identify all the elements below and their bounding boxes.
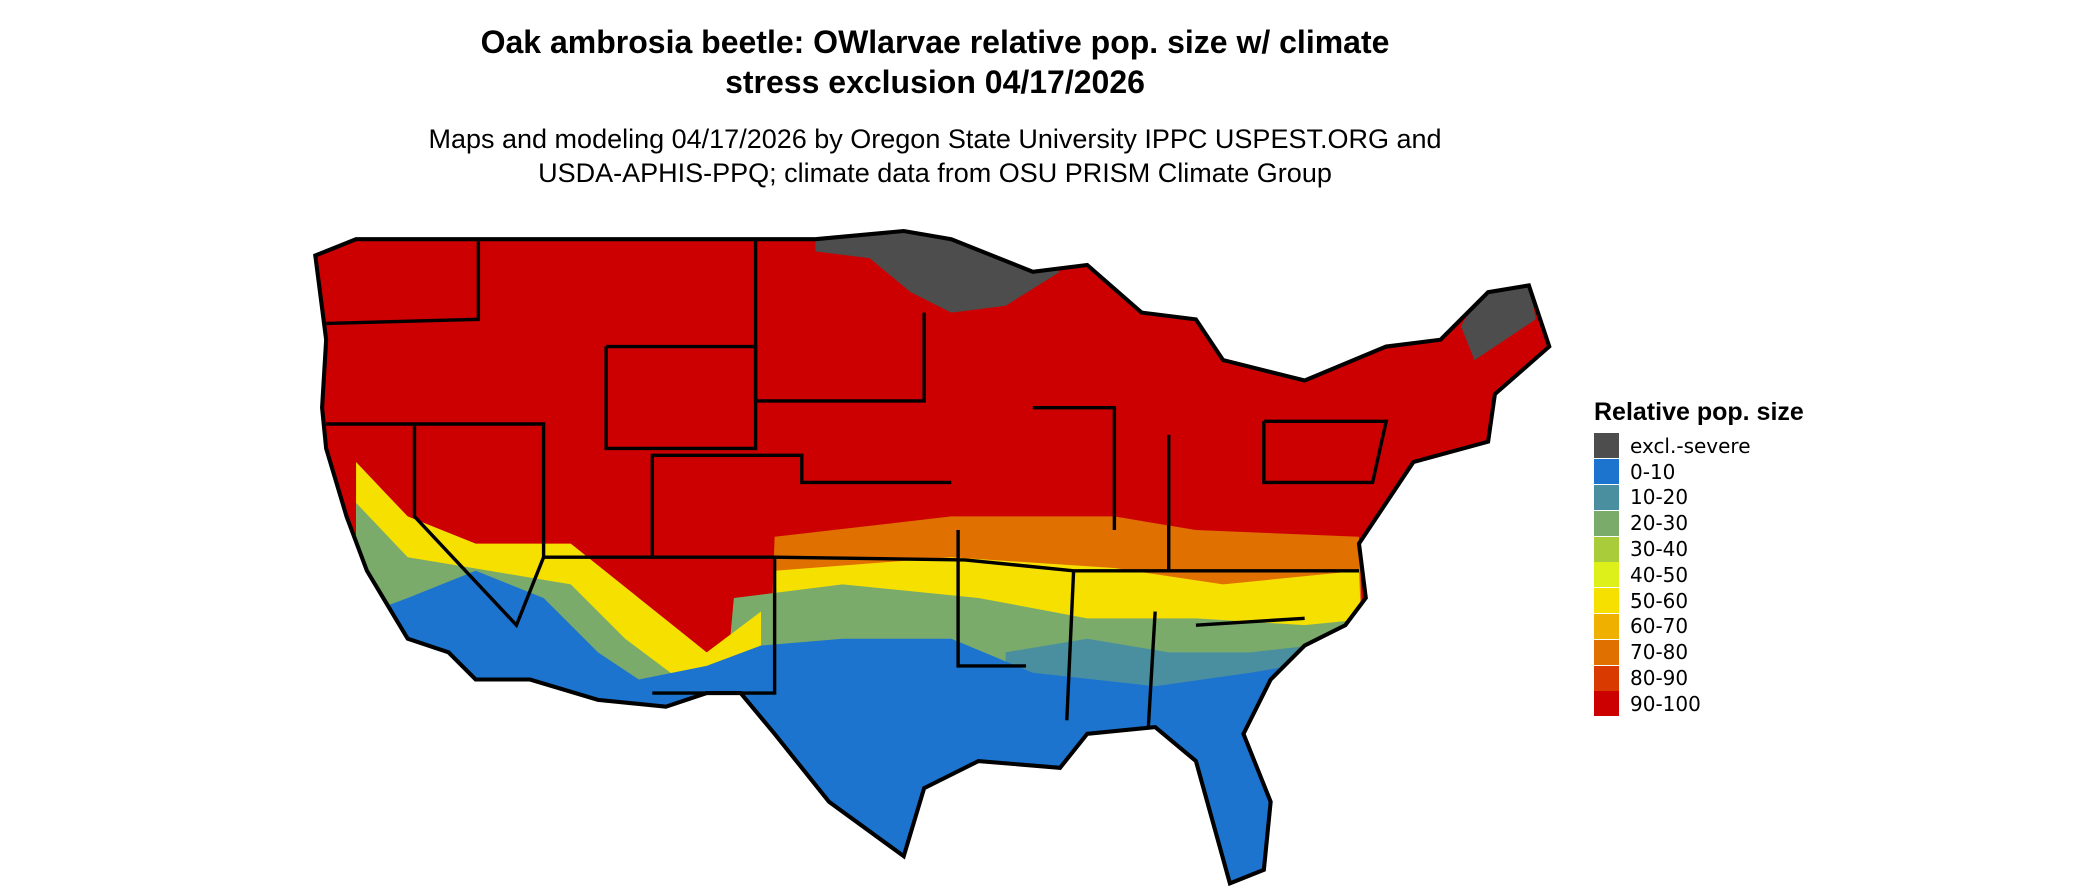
legend-swatch	[1594, 613, 1619, 639]
legend-label: 0-10	[1630, 459, 1676, 484]
legend-item: 50-60	[1594, 588, 1804, 614]
legend-item: 0-10	[1594, 459, 1804, 485]
legend-swatch	[1594, 588, 1619, 614]
legend-item: 20-30	[1594, 510, 1804, 536]
legend-swatch	[1594, 459, 1619, 485]
legend-label: 80-90	[1630, 666, 1689, 691]
legend-swatch	[1594, 433, 1619, 459]
legend-item: 80-90	[1594, 665, 1804, 691]
legend-item: 10-20	[1594, 484, 1804, 511]
map-title: Oak ambrosia beetle: OWlarvae relative p…	[480, 24, 1390, 100]
legend-label: 10-20	[1630, 485, 1689, 510]
legend-item: excl.-severe	[1594, 433, 1804, 459]
legend-label: 40-50	[1630, 562, 1689, 587]
legend-item: 40-50	[1594, 562, 1804, 588]
legend-swatch	[1594, 536, 1619, 562]
legend-label: 90-100	[1630, 691, 1701, 716]
legend-item: 60-70	[1594, 613, 1804, 640]
legend-swatch	[1594, 484, 1619, 510]
legend-label: 60-70	[1630, 614, 1689, 639]
legend: Relative pop. size excl.-severe 0-10 10-20…	[1594, 398, 1804, 717]
legend-item: 30-40	[1594, 536, 1804, 562]
legend-item: 90-100	[1594, 691, 1804, 717]
legend-label: excl.-severe	[1630, 433, 1751, 458]
legend-label: 20-30	[1630, 511, 1689, 536]
legend-items: excl.-severe 0-10 10-20 20-30 30-40 40-50 50-6…	[1594, 433, 1804, 717]
legend-label: 50-60	[1630, 588, 1689, 613]
state-borders	[326, 239, 1389, 728]
legend-swatch	[1594, 510, 1619, 536]
legend-label: 30-40	[1630, 537, 1689, 562]
legend-item: 70-80	[1594, 639, 1804, 665]
legend-label: 70-80	[1630, 640, 1689, 665]
us-map	[299, 217, 1576, 892]
legend-swatch	[1594, 639, 1619, 665]
legend-title: Relative pop. size	[1594, 398, 1804, 426]
legend-swatch	[1594, 691, 1619, 717]
legend-swatch	[1594, 562, 1619, 588]
map-subtitle: Maps and modeling 04/17/2026 by Oregon S…	[428, 124, 1442, 188]
legend-swatch	[1594, 665, 1619, 691]
